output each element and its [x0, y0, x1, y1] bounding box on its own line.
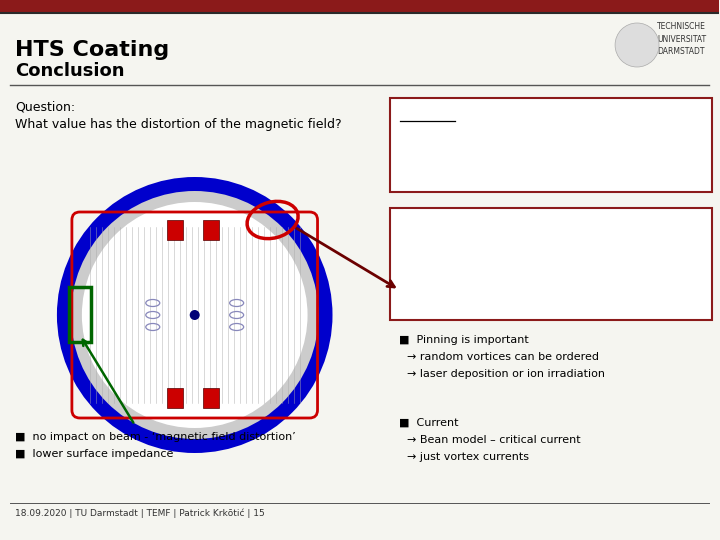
- Bar: [0, 0, 719, 12]
- Text: ■  thin stripes and small width: ■ thin stripes and small width: [400, 218, 573, 228]
- Circle shape: [189, 310, 199, 320]
- Text: ■  stronger magnetic filed: ■ stronger magnetic filed: [400, 236, 549, 246]
- Text: ■  no impact on beam - ‘magnetic field distortion’: ■ no impact on beam - ‘magnetic field di…: [15, 432, 296, 442]
- Bar: [203, 220, 219, 240]
- Circle shape: [615, 23, 659, 67]
- Text: What value has the distortion of the magnetic field?: What value has the distortion of the mag…: [15, 118, 341, 131]
- Text: : not applicable for HTS coating: : not applicable for HTS coating: [455, 108, 642, 121]
- Text: TECHNISCHE
UNIVERSITAT
DARMSTADT: TECHNISCHE UNIVERSITAT DARMSTADT: [657, 22, 706, 56]
- Circle shape: [82, 202, 307, 428]
- Text: → just vortex currents: → just vortex currents: [408, 452, 529, 462]
- Text: → more vortex: → more vortex: [416, 254, 498, 264]
- Text: ■  magnetic field lines strongly bent: ■ magnetic field lines strongly bent: [400, 130, 606, 140]
- Text: Conclusion: Conclusion: [15, 62, 125, 80]
- Bar: [203, 388, 219, 408]
- Text: HTS Coating: HTS Coating: [15, 40, 169, 60]
- Text: ■  Pinning is important: ■ Pinning is important: [400, 335, 529, 345]
- Bar: [69, 287, 91, 342]
- Bar: [167, 388, 183, 408]
- FancyBboxPatch shape: [390, 208, 712, 320]
- Text: → Bean model – critical current: → Bean model – critical current: [408, 435, 581, 445]
- Text: Assumption: Assumption: [400, 108, 470, 121]
- Text: → Pancake Vortex: → Pancake Vortex: [415, 148, 513, 158]
- Bar: [167, 220, 183, 240]
- Circle shape: [57, 177, 333, 453]
- Text: → laser deposition or ion irradiation: → laser deposition or ion irradiation: [408, 369, 606, 379]
- Text: ■  Current: ■ Current: [400, 418, 459, 428]
- Text: ■  lower surface impedance: ■ lower surface impedance: [15, 449, 174, 459]
- Circle shape: [71, 191, 318, 439]
- Text: → random vortices can be ordered: → random vortices can be ordered: [408, 352, 599, 362]
- Text: 18.09.2020 | TU Darmstadt | TEMF | Patrick Krkōtić | 15: 18.09.2020 | TU Darmstadt | TEMF | Patri…: [15, 508, 265, 517]
- Text: Question:: Question:: [15, 100, 75, 113]
- Text: → less distortion: → less distortion: [416, 272, 508, 282]
- FancyBboxPatch shape: [390, 98, 712, 192]
